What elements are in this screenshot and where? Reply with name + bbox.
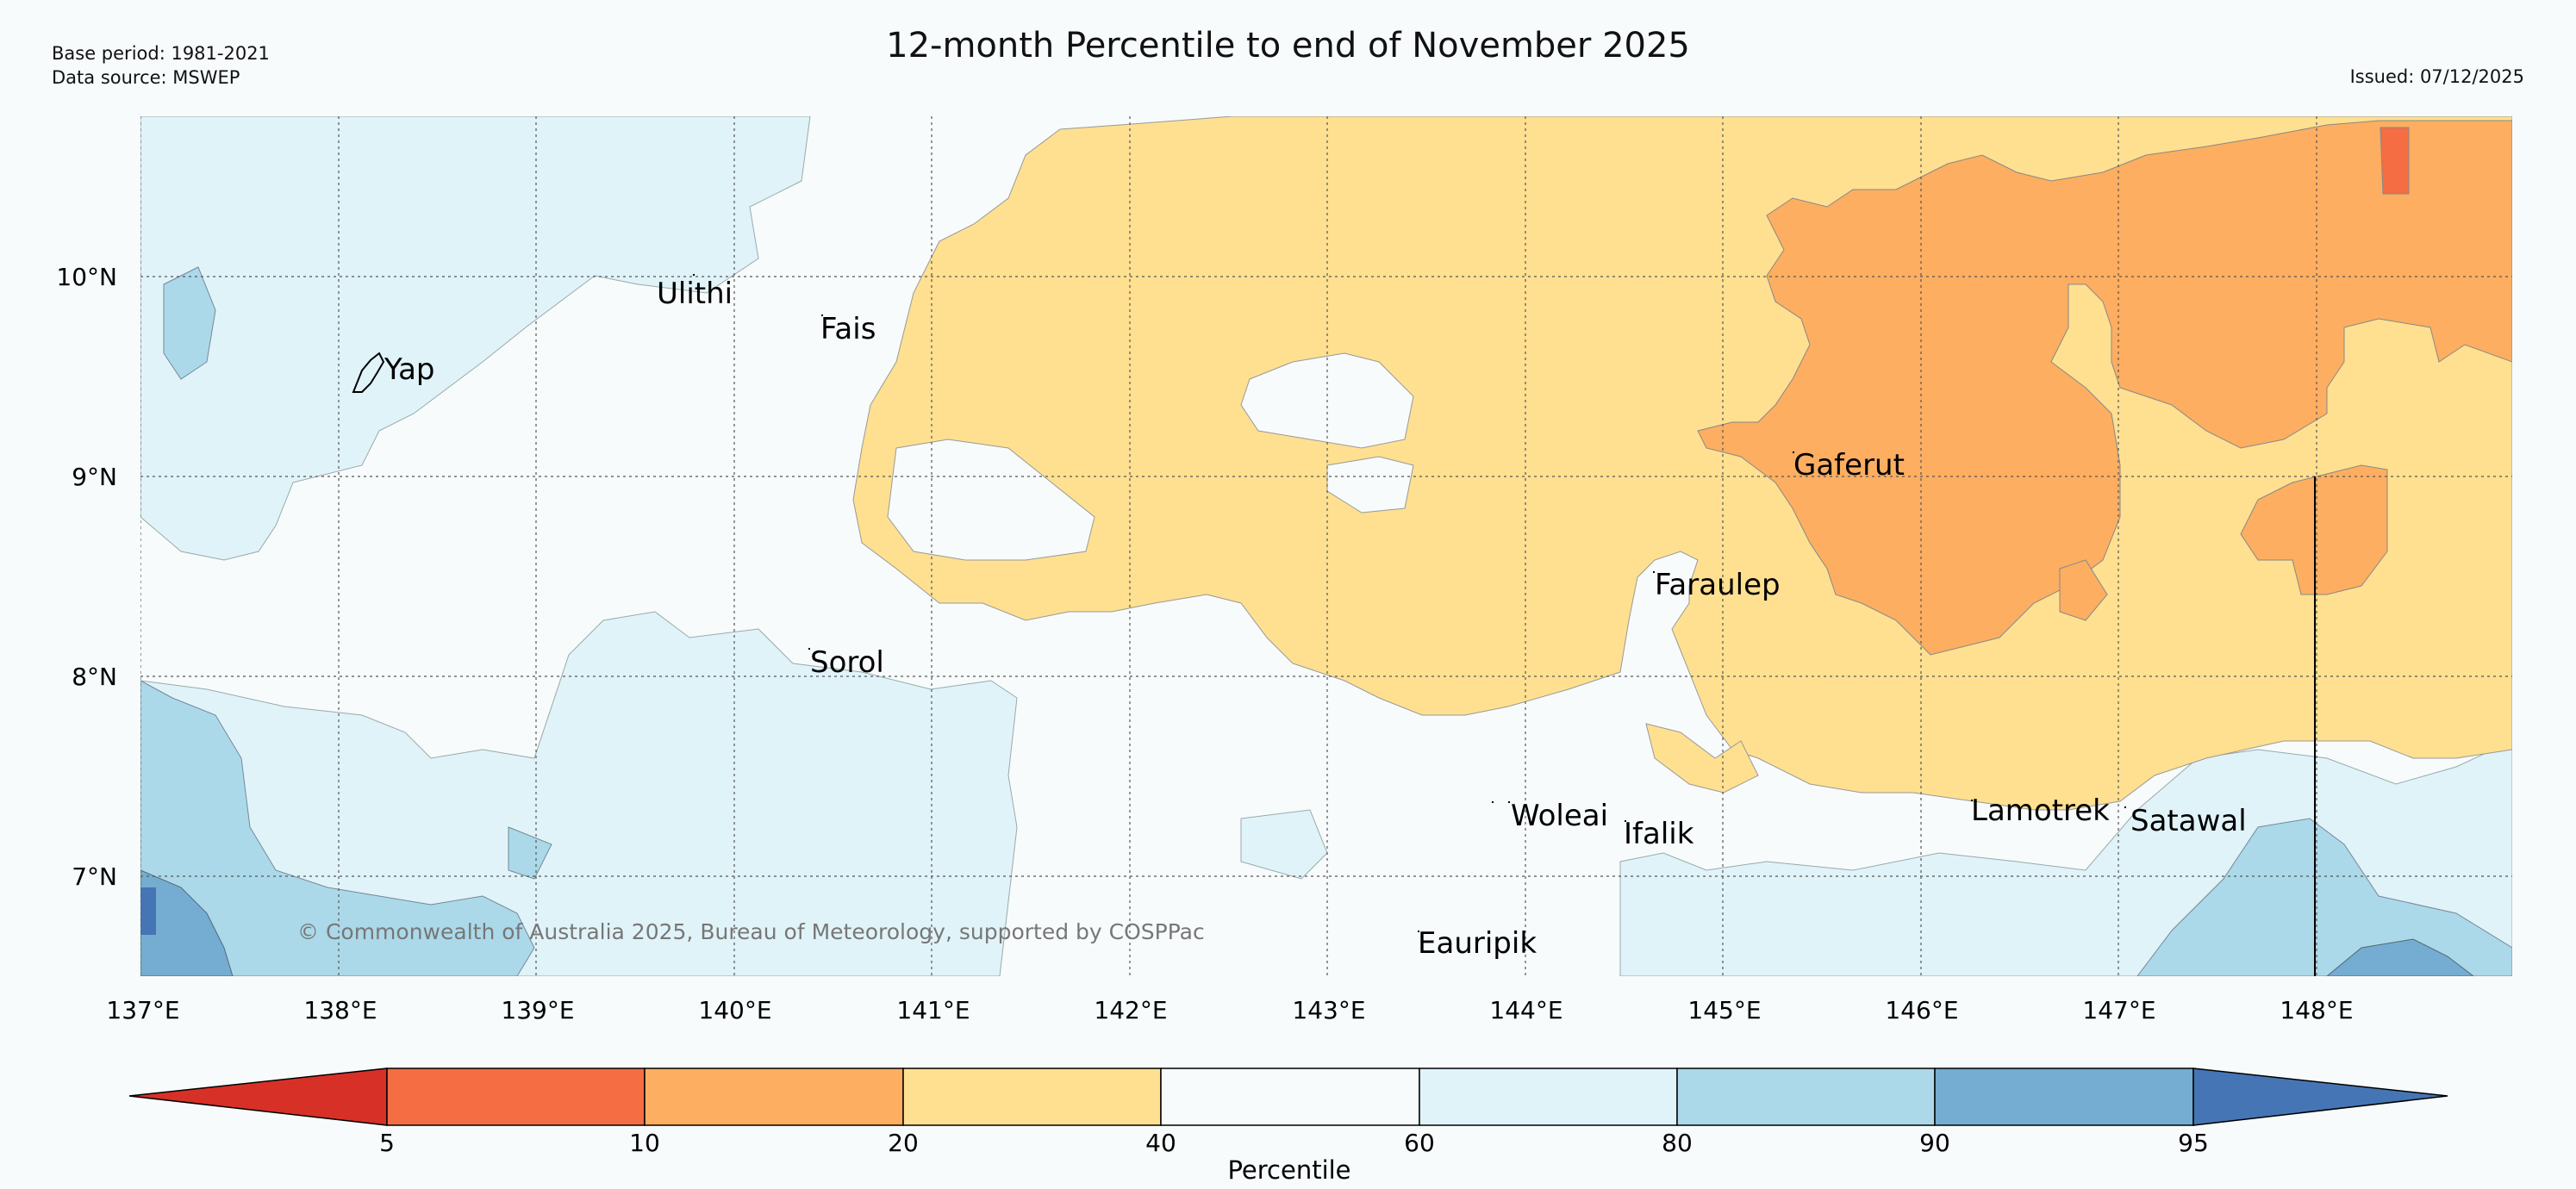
field-5-10: [2380, 127, 2410, 195]
meta-info: Base period: 1981-2021 Data source: MSWE…: [52, 41, 270, 90]
lat-label: 10°N: [56, 263, 117, 291]
field-60-80-s: [1240, 809, 1328, 880]
place-labels: Yap Ulithi Fais Gaferut Faraulep Sorol W…: [384, 277, 2247, 961]
lat-label: 9°N: [72, 463, 117, 491]
map-title: 12-month Percentile to end of November 2…: [886, 26, 1690, 65]
lon-label: 144°E: [1489, 996, 1562, 1024]
colorbar-legend: [128, 1068, 2448, 1126]
lon-label: 143°E: [1292, 996, 1365, 1024]
field-60-80-sw: [140, 611, 1018, 976]
colorbar-ticks: 5 10 20 40 60 80 90 95: [379, 1129, 2209, 1157]
field-10-20-small: [2059, 559, 2108, 621]
colorbar-segment: [1934, 1068, 2194, 1126]
colorbar-arrow-high: [2192, 1068, 2448, 1126]
colorbar-segment: [386, 1068, 646, 1126]
field-80-90-s: [508, 826, 552, 880]
colorbar-tick: 95: [2178, 1129, 2209, 1157]
colorbar-arrow-low: [128, 1068, 388, 1126]
map-field: © Commonwealth of Australia 2025, Bureau…: [140, 116, 2512, 976]
field-80-90-nw: [163, 266, 216, 380]
colorbar-tick: 90: [1919, 1129, 1950, 1157]
lon-label: 138°E: [303, 996, 377, 1024]
lon-label: 146°E: [1885, 996, 1958, 1024]
place-label-eauripik: Eauripik: [1418, 926, 1537, 961]
grid-lines: [140, 116, 2512, 976]
place-label-woleai: Woleai: [1511, 799, 1608, 833]
colorbar-tick: 80: [1662, 1129, 1693, 1157]
colorbar-segment: [1676, 1068, 1936, 1126]
longitude-labels: 137°E 138°E 139°E 140°E 141°E 142°E 143°…: [106, 996, 2353, 1024]
colorbar-segment: [1160, 1068, 1420, 1126]
place-label-ulithi: Ulithi: [657, 277, 733, 311]
field-20-40-s: [1645, 723, 1759, 794]
colorbar-tick: 60: [1404, 1129, 1435, 1157]
place-label-gaferut: Gaferut: [1793, 448, 1905, 482]
colorbar-segment: [644, 1068, 904, 1126]
place-label-yap: Yap: [384, 352, 435, 387]
lon-label: 142°E: [1094, 996, 1167, 1024]
place-label-fais: Fais: [820, 312, 876, 346]
lat-label: 7°N: [72, 862, 117, 891]
lon-label: 148°E: [2280, 996, 2353, 1024]
field-10-20: [1697, 120, 2512, 656]
colorbar-label: Percentile: [1227, 1155, 1350, 1185]
colorbar-segment: [1419, 1068, 1678, 1126]
field-90-95-se: [2326, 938, 2474, 976]
colorbar-tick: 10: [629, 1129, 660, 1157]
place-label-satawal: Satawal: [2130, 804, 2247, 838]
lon-label: 137°E: [106, 996, 179, 1024]
field-80-90-se: [2136, 818, 2512, 976]
place-label-sorol: Sorol: [810, 645, 884, 680]
lon-label: 139°E: [501, 996, 574, 1024]
copyright-notice: © Commonwealth of Australia 2025, Bureau…: [297, 919, 1205, 944]
field-90-95-sw: [140, 869, 234, 976]
colorbar-tick: 5: [379, 1129, 395, 1157]
colorbar-tick: 20: [888, 1129, 919, 1157]
latitude-labels: 10°N 9°N 8°N 7°N: [56, 263, 117, 891]
lon-label: 147°E: [2082, 996, 2155, 1024]
base-period: Base period: 1981-2021: [52, 43, 270, 64]
lat-label: 8°N: [72, 663, 117, 691]
field-95-plus: [140, 887, 156, 935]
lon-label: 140°E: [698, 996, 771, 1024]
issued-date: Issued: 07/12/2025: [2349, 66, 2524, 87]
field-80-90-sw: [140, 680, 535, 976]
place-label-lamotrek: Lamotrek: [1971, 794, 2110, 828]
field-60-80-nw: [140, 116, 811, 561]
colorbar-segment: [902, 1068, 1162, 1126]
lon-label: 141°E: [896, 996, 970, 1024]
data-source: Data source: MSWEP: [52, 67, 240, 88]
field-40-60-hole-c: [887, 439, 1095, 561]
lon-label: 145°E: [1687, 996, 1761, 1024]
colorbar-tick: 40: [1145, 1129, 1176, 1157]
yap-island-icon: [352, 352, 385, 393]
place-label-ifalik: Ifalik: [1624, 817, 1694, 851]
island-marks: [693, 274, 2126, 932]
place-label-faraulep: Faraulep: [1655, 568, 1781, 602]
